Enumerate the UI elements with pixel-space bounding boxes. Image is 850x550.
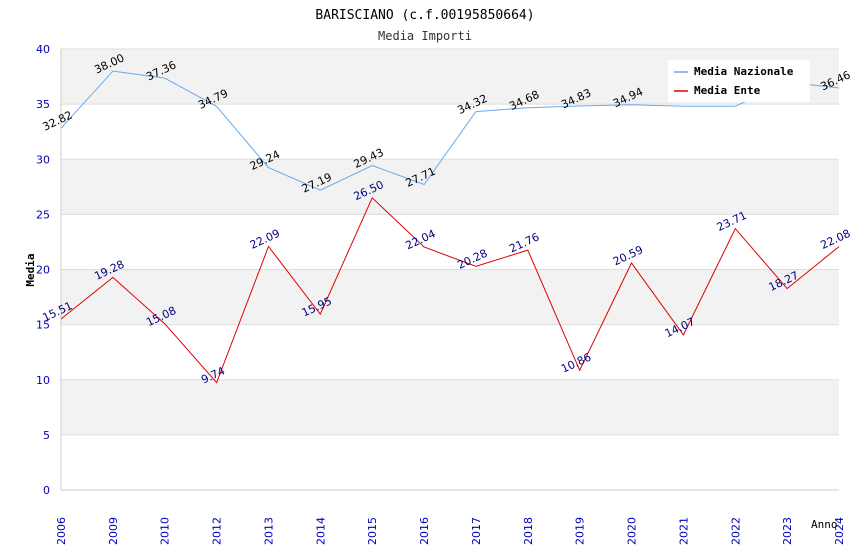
legend-box — [668, 60, 810, 102]
chart-subtitle: Media Importi — [378, 29, 472, 43]
x-tick-label-2012: 2012 — [211, 517, 224, 545]
data-label-media-ente-2024: 22.08 — [818, 227, 850, 252]
y-tick-label-30: 30 — [36, 153, 50, 166]
x-tick-label-2020: 2020 — [626, 517, 639, 545]
y-tick-label-40: 40 — [36, 43, 50, 56]
x-tick-label-2013: 2013 — [262, 517, 275, 545]
plot-background — [61, 49, 839, 435]
x-tick-label-2022: 2022 — [729, 517, 742, 545]
x-tick-label-2018: 2018 — [522, 517, 535, 545]
x-tick-labels: 2006 2009 2010 2012 2013 2014 2015 2016 2017 2018… — [55, 517, 846, 545]
series-line-media-nazionale — [60, 70, 840, 191]
data-label-media-ente-2016: 22.04 — [404, 227, 438, 252]
x-tick-label-2014: 2014 — [314, 517, 327, 545]
data-label-media-ente-2017: 20.28 — [455, 247, 489, 272]
x-tick-label-2009: 2009 — [107, 517, 120, 545]
series-line-media-ente — [60, 196, 840, 384]
data-label-media-ente-2019: 10.86 — [559, 351, 593, 376]
y-tick-label-5: 5 — [43, 429, 50, 442]
x-tick-label-2017: 2017 — [470, 517, 483, 545]
y-tick-label-20: 20 — [36, 264, 50, 277]
x-tick-label-2010: 2010 — [159, 517, 172, 545]
y-axis-label: Media — [24, 253, 37, 286]
grid-band-25-30 — [61, 159, 839, 215]
data-label-media-nazionale-2006: 32.82 — [40, 108, 74, 133]
y-tick-labels: 0 5 10 15 20 25 30 35 40 — [36, 43, 50, 497]
y-tick-label-0: 0 — [43, 484, 50, 497]
chart-title: BARISCIANO (c.f.00195850664) — [315, 8, 534, 23]
x-axis-label: Anno — [811, 518, 838, 531]
grid-lines — [61, 48, 839, 436]
y-tick-label-15: 15 — [36, 319, 50, 332]
x-tick-label-2024: 2024 — [833, 517, 846, 545]
x-tick-label-2006: 2006 — [55, 517, 68, 545]
grid-band-15-20 — [61, 269, 839, 325]
grid-band-5-10 — [61, 379, 839, 435]
data-label-media-ente-2013: 22.09 — [248, 227, 282, 252]
y-tick-label-25: 25 — [36, 208, 50, 221]
x-tick-label-2016: 2016 — [418, 517, 431, 545]
y-tick-label-10: 10 — [36, 374, 50, 387]
axes — [60, 49, 839, 491]
data-label-media-ente-2020: 20.59 — [611, 243, 645, 268]
legend-label-media-ente: Media Ente — [694, 84, 761, 97]
legend: Media Nazionale Media Ente — [668, 60, 810, 102]
x-tick-label-2015: 2015 — [366, 517, 379, 545]
x-tick-label-2023: 2023 — [781, 517, 794, 545]
x-tick-label-2021: 2021 — [677, 517, 690, 545]
legend-label-media-nazionale: Media Nazionale — [694, 65, 794, 78]
x-tick-label-2019: 2019 — [574, 517, 587, 545]
y-tick-label-35: 35 — [36, 98, 50, 111]
series-lines — [60, 70, 840, 384]
